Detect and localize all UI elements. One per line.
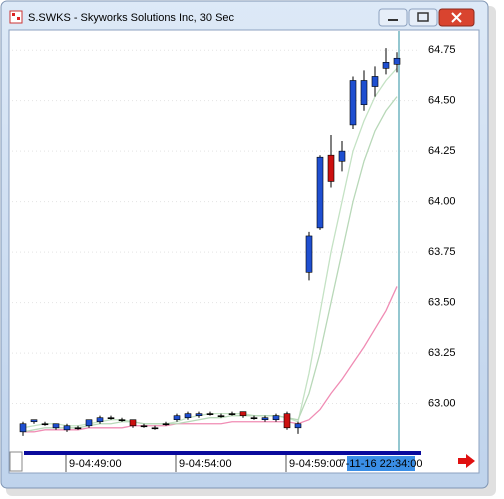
cursor-label-bg [347,456,415,471]
candle-body [360,80,368,106]
candle-body [327,154,335,182]
candle-body [184,413,192,418]
x-tick-label: 9-04:54:00 [179,458,232,470]
candle-body [316,156,324,229]
candle-body [393,57,401,65]
y-tick-label: 64.50 [428,95,456,107]
candle-body [19,423,27,433]
x-tick-label: 9-04:59:00 [289,458,342,470]
app-icon-dot [12,13,15,16]
candle-body [228,413,236,415]
scroll-box[interactable] [9,451,23,472]
candle-body [250,417,258,419]
candle-body [85,419,93,427]
candle-body [261,417,269,421]
time-bar [24,451,421,455]
y-tick-label: 63.75 [428,246,456,258]
minimize-button[interactable] [378,8,408,27]
candle-body [140,425,148,428]
candle-body [96,417,104,423]
candle-body [338,150,346,162]
y-tick-label: 64.00 [428,196,456,208]
chart-area [8,29,480,474]
y-tick-label: 63.00 [428,397,456,409]
window-title: S.SWKS - Skyworks Solutions Inc, 30 Sec [28,12,235,24]
y-tick-label: 63.25 [428,347,456,359]
y-tick-label: 64.75 [428,44,456,56]
candle-body [305,235,313,273]
moving-average [22,96,398,433]
x-tick-label: 9-04:49:00 [69,458,122,470]
candle-body [63,425,71,431]
candle-body [294,423,302,429]
candle-body [74,427,82,430]
candle-body [107,417,115,419]
candle-body [41,423,49,426]
candle-body [349,80,357,126]
candle-body [129,419,137,427]
candle-body [162,423,170,426]
candle-body [195,413,203,416]
candle-body [30,419,38,423]
y-tick-label: 63.50 [428,297,456,309]
app-icon [9,10,23,24]
maximize-button[interactable] [408,8,438,27]
app-icon-dot [17,17,20,20]
candle-body [206,413,214,415]
close-button[interactable] [438,8,475,27]
candle-body [382,62,390,69]
candle-body [151,427,159,430]
y-tick-label: 64.25 [428,145,456,157]
candle-body [272,415,280,421]
candle-body [52,423,60,429]
candle-body [217,415,225,417]
candle-body [118,419,126,422]
candle-body [283,413,291,429]
moving-average [23,286,398,433]
candle-body [239,411,247,416]
candle-body [173,415,181,421]
candle-body [371,76,379,87]
cursor-label: 7-11-16 22:34:00 [340,458,423,470]
scroll-right-arrow[interactable] [458,454,475,468]
